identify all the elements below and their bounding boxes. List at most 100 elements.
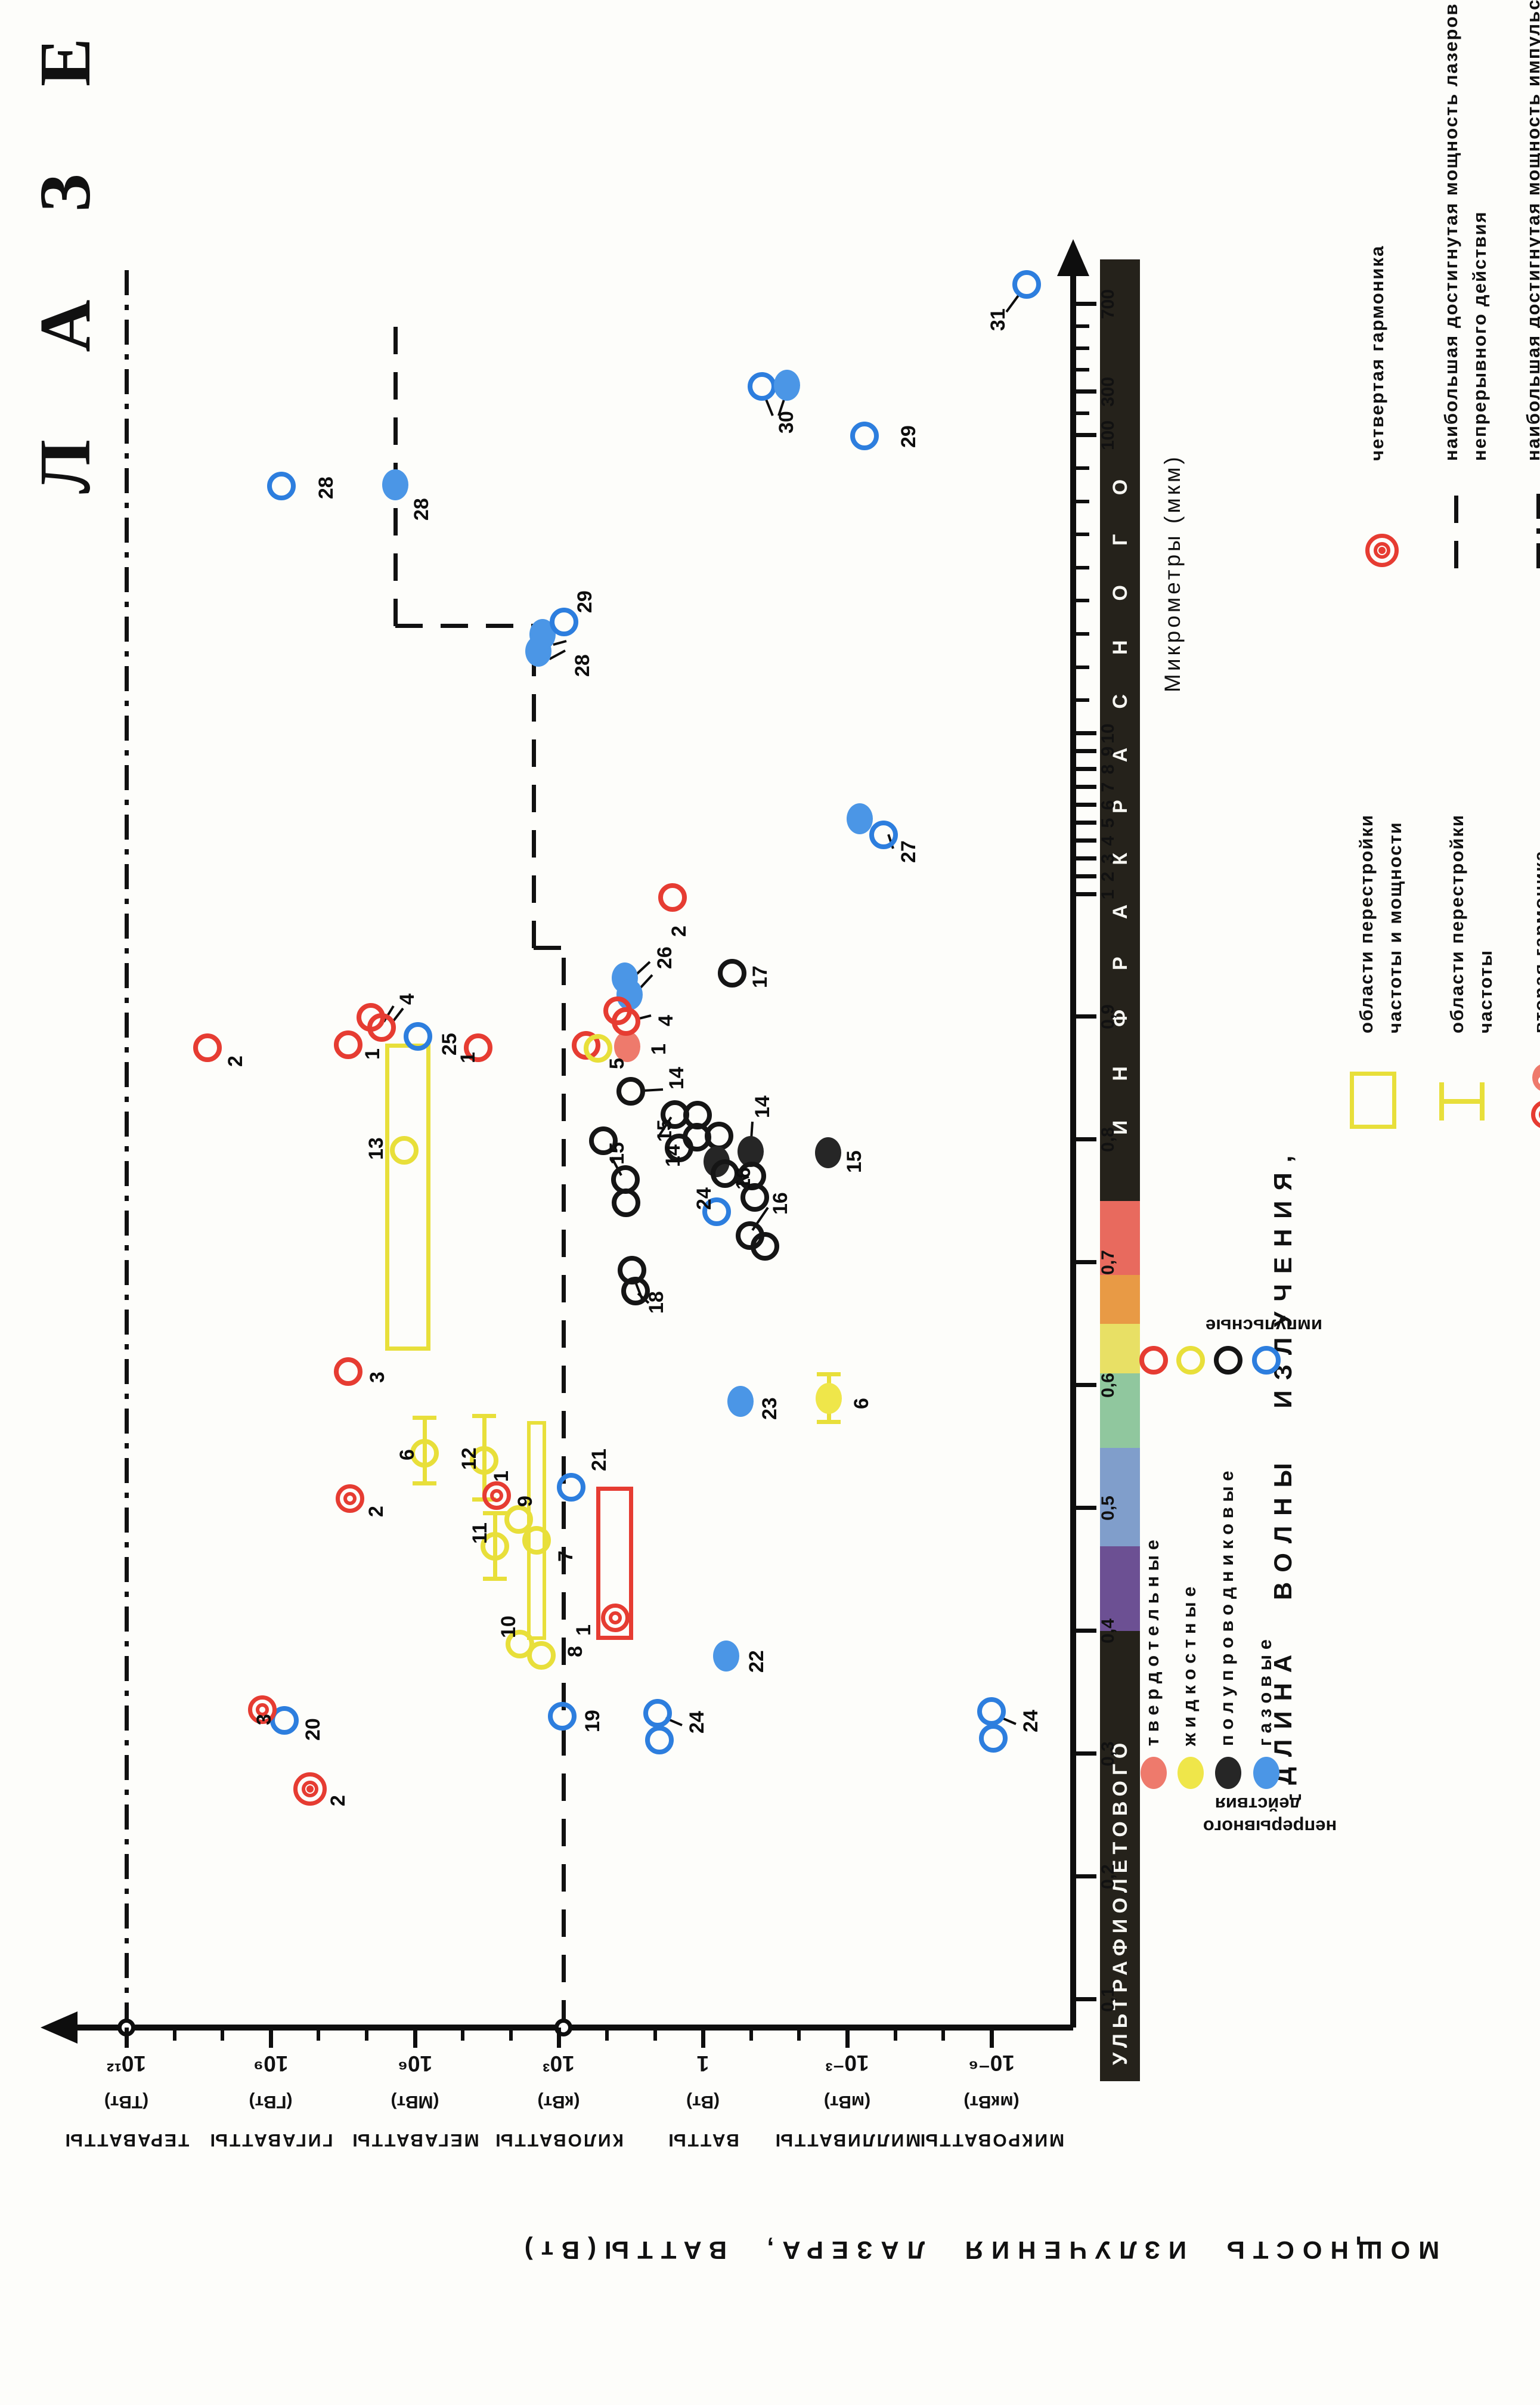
bar-11-cap-right [483,1511,507,1515]
point-label-7: 7 [554,1550,577,1562]
bar-6b-cap-left [817,1420,841,1424]
wl-tick-5 [1076,821,1096,825]
point-24-blue-o [977,1697,1006,1726]
point-label-16: 16 [732,1167,755,1190]
point-31-blue-o [1012,270,1041,299]
point-label-30: 30 [775,411,798,434]
power-minor-tick [221,2028,224,2041]
point-label-6: 6 [850,1398,873,1409]
wl-tick-0,5 [1076,1506,1096,1510]
power-tick-10³ [557,2028,561,2048]
power-tick-unit: (кВт) [537,2092,580,2112]
point-label-21: 21 [588,1448,611,1471]
point-label-17: 17 [749,965,771,988]
wl-tick-label: 5 [1098,818,1118,828]
power-tick-10¹² [125,2028,129,2048]
point-25-blue-o [404,1022,432,1051]
point-label-3: 3 [366,1372,389,1383]
point-label-14: 14 [751,1095,774,1118]
wl-tick-label: 0,5 [1098,1496,1118,1521]
point-28-blue-o [267,472,296,500]
wl-tick-300 [1076,389,1096,394]
wl-tick-4 [1076,838,1096,843]
wl-tick-7 [1076,785,1096,789]
wl-tick-label: 0,8 [1098,1127,1118,1152]
point-label-29: 29 [574,590,596,613]
power-tick-unit: (мВт) [823,2092,871,2112]
point-label-2: 2 [365,1506,388,1517]
legend-dot-pulsed-yellow [1176,1346,1205,1375]
power-tick-unit: (Вт) [686,2092,720,2112]
point-label-3: 3 [253,1714,275,1725]
wl-tick-label: 300 [1098,376,1118,407]
point-label-24: 24 [1020,1710,1042,1732]
point-1-red-r2 [482,1481,511,1510]
power-tick-label: 10³ [543,2051,575,2076]
point-2-red-r3 [293,1772,327,1806]
point-2-red-o [658,883,687,912]
point-label-31: 31 [987,308,1009,331]
wl-tick-700 [1076,302,1096,306]
point-label-6: 6 [396,1449,419,1460]
wl-tick-label: 9 [1098,746,1118,757]
power-tick-label: 10⁹ [253,2051,289,2076]
wl-tick-0,8 [1076,1137,1096,1141]
wl-tick [1076,666,1089,669]
power-tick-label: 10¹² [107,2051,146,2076]
power-minor-tick [653,2028,657,2041]
point-label-28: 28 [571,654,594,677]
wl-tick-9 [1076,749,1096,753]
legend-item-text: четвертая гармоника [1367,244,1387,461]
point-label-11: 11 [469,1522,491,1544]
power-axis-arrow [41,2011,78,2044]
legend-item-text: наибольшая достигнутая мощность импульсн… [1523,0,1540,461]
power-tick-10⁹ [269,2028,273,2048]
legend-type-name-blue: г а з о в ы е [1254,1639,1275,1746]
point-label-12: 12 [458,1447,481,1470]
power-tick-word: КИЛОВАТТЫ [494,2130,624,2150]
tuning-box-13 [385,1044,430,1351]
point-label-15: 15 [843,1150,866,1173]
power-tick-1 [701,2028,705,2048]
point-8-yellow-o [527,1641,556,1670]
point-label-8: 8 [564,1646,587,1657]
point-23-blue-f [727,1386,754,1417]
point-30-blue-f [774,370,800,401]
point-legend-red-r3 [1365,534,1399,567]
point-label-4: 4 [396,993,419,1005]
power-tick-word: ГИГАВАТТЫ [208,2130,333,2150]
point-label-26: 26 [653,946,676,969]
legend-item-text: области перестройки [1356,814,1377,1033]
wl-tick-label: 0,9 [1098,1004,1118,1029]
point-7-yellow-o [522,1526,551,1555]
point-1-red-r2-inner [609,1611,622,1624]
pulsed-limit-line [125,270,129,2028]
legend-dot-cw-yellow [1178,1757,1204,1789]
wl-tick [1076,346,1089,350]
legend-item-text: частоты и мощности [1384,821,1405,1033]
power-tick-word: ТЕРАВАТТЫ [63,2130,190,2150]
power-minor-tick [941,2028,945,2041]
point-label-16: 16 [769,1192,792,1215]
legend-symbol-cw-line [1454,492,1458,568]
legend-dot-cw-black [1215,1757,1241,1789]
power-minor-tick [173,2028,176,2041]
legend-item-text: частоты [1475,949,1496,1033]
power-tick-word: МЕГАВАТТЫ [351,2130,479,2150]
wl-tick-0,1 [1076,1997,1096,2001]
wl-tick-label: 4 [1098,835,1118,846]
power-tick-word: ВАТТЫ [667,2130,739,2150]
point-legend-red-r3-core [1378,547,1386,554]
point-label-20: 20 [302,1718,324,1741]
power-tick-unit: (МВт) [391,2092,439,2112]
spectrum-segment-orange [1100,1275,1140,1324]
wl-tick-0,9 [1076,1014,1096,1019]
wl-tick [1076,368,1089,372]
point-legend-red-r2 [1531,1100,1540,1129]
point-2-red-r2-inner [343,1492,357,1505]
power-minor-tick [605,2028,609,2041]
bar-6-cap-right [413,1416,436,1420]
legend-item-text: вторая гармоника [1530,850,1540,1033]
